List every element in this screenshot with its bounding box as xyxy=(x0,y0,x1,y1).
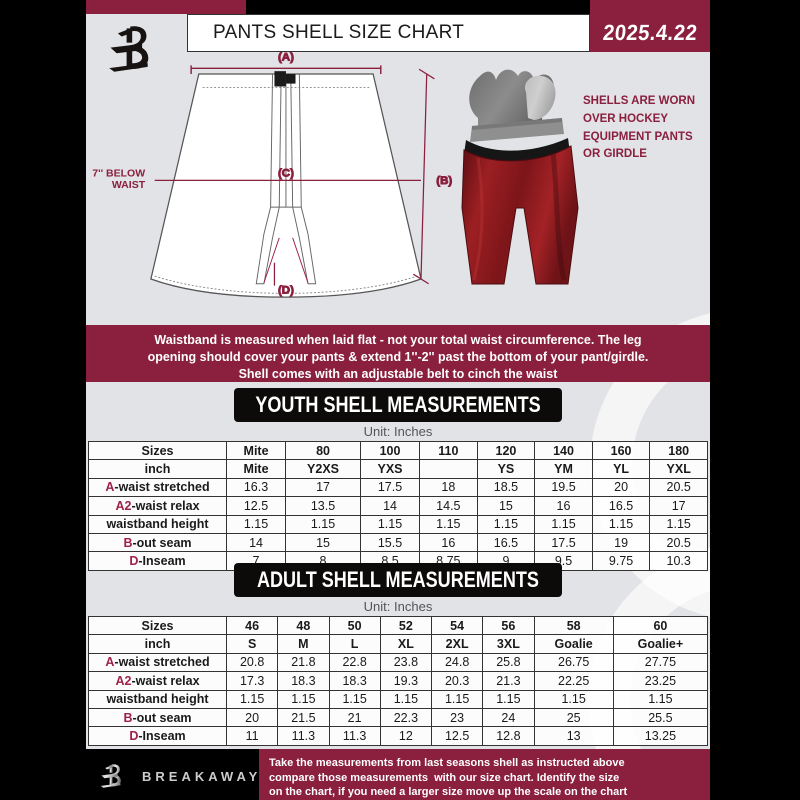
svg-text:(B): (B) xyxy=(436,175,452,187)
svg-text:(A): (A) xyxy=(278,52,294,64)
svg-text:(C): (C) xyxy=(278,168,294,180)
svg-text:WAIST: WAIST xyxy=(112,179,146,191)
svg-text:(D): (D) xyxy=(278,284,294,296)
svg-text:7'' BELOW: 7'' BELOW xyxy=(92,168,145,180)
